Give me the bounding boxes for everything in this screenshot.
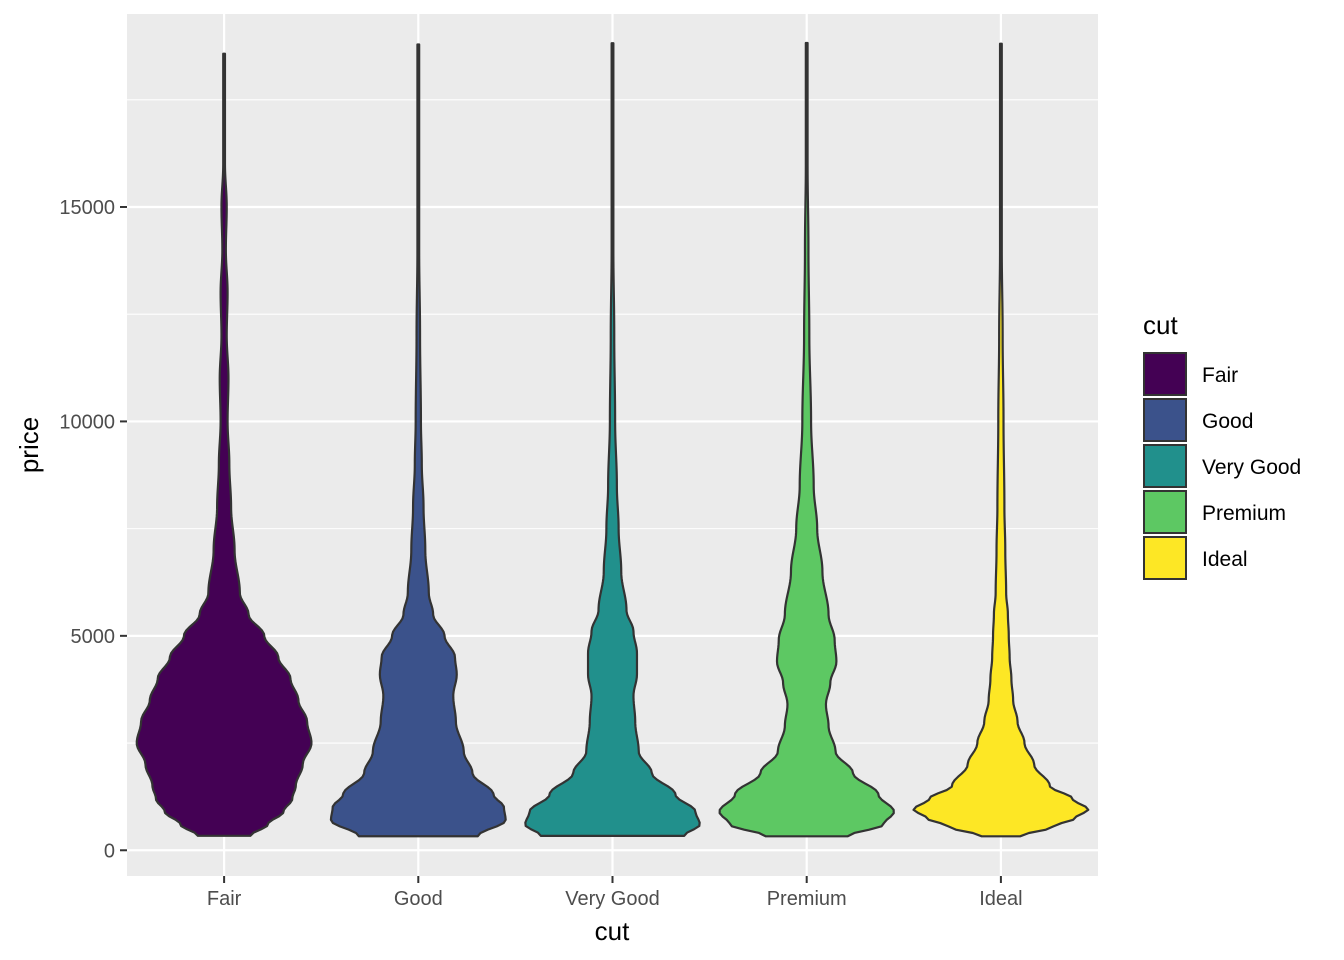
x-axis: Fair Good Very Good Premium Ideal xyxy=(207,876,1023,910)
legend-label: Fair xyxy=(1202,364,1238,387)
legend-title: cut xyxy=(1143,310,1178,340)
x-tick-label: Premium xyxy=(767,888,847,910)
legend-label: Very Good xyxy=(1202,456,1301,479)
legend-swatch xyxy=(1143,536,1187,580)
violin-very-good xyxy=(524,42,701,837)
legend-label: Good xyxy=(1202,410,1253,433)
legend-swatch xyxy=(1143,490,1187,534)
legend-label: Premium xyxy=(1202,502,1286,525)
legend-swatch xyxy=(1143,398,1187,442)
x-tick-label: Good xyxy=(394,888,443,910)
legend-swatch xyxy=(1143,444,1187,488)
y-tick-label: 15000 xyxy=(59,197,115,219)
y-tick-label: 0 xyxy=(104,840,115,862)
x-tick-label: Very Good xyxy=(565,888,660,910)
violin-good xyxy=(329,43,507,838)
x-axis-title: cut xyxy=(595,916,630,946)
violin-ideal xyxy=(912,42,1090,838)
violins xyxy=(135,41,1090,838)
y-tick-label: 10000 xyxy=(59,411,115,433)
y-axis-title: price xyxy=(14,417,44,473)
legend-swatch xyxy=(1143,352,1187,396)
violin-fair xyxy=(135,52,313,837)
x-tick-label: Ideal xyxy=(979,888,1022,910)
legend-label: Ideal xyxy=(1202,548,1248,571)
y-tick-label: 5000 xyxy=(71,626,116,648)
legend: cut Fair Good Very Good Premium Ideal xyxy=(1143,310,1301,580)
x-tick-label: Fair xyxy=(207,888,242,910)
y-axis: 0 5000 10000 15000 xyxy=(59,197,127,862)
violin-premium xyxy=(718,41,895,838)
